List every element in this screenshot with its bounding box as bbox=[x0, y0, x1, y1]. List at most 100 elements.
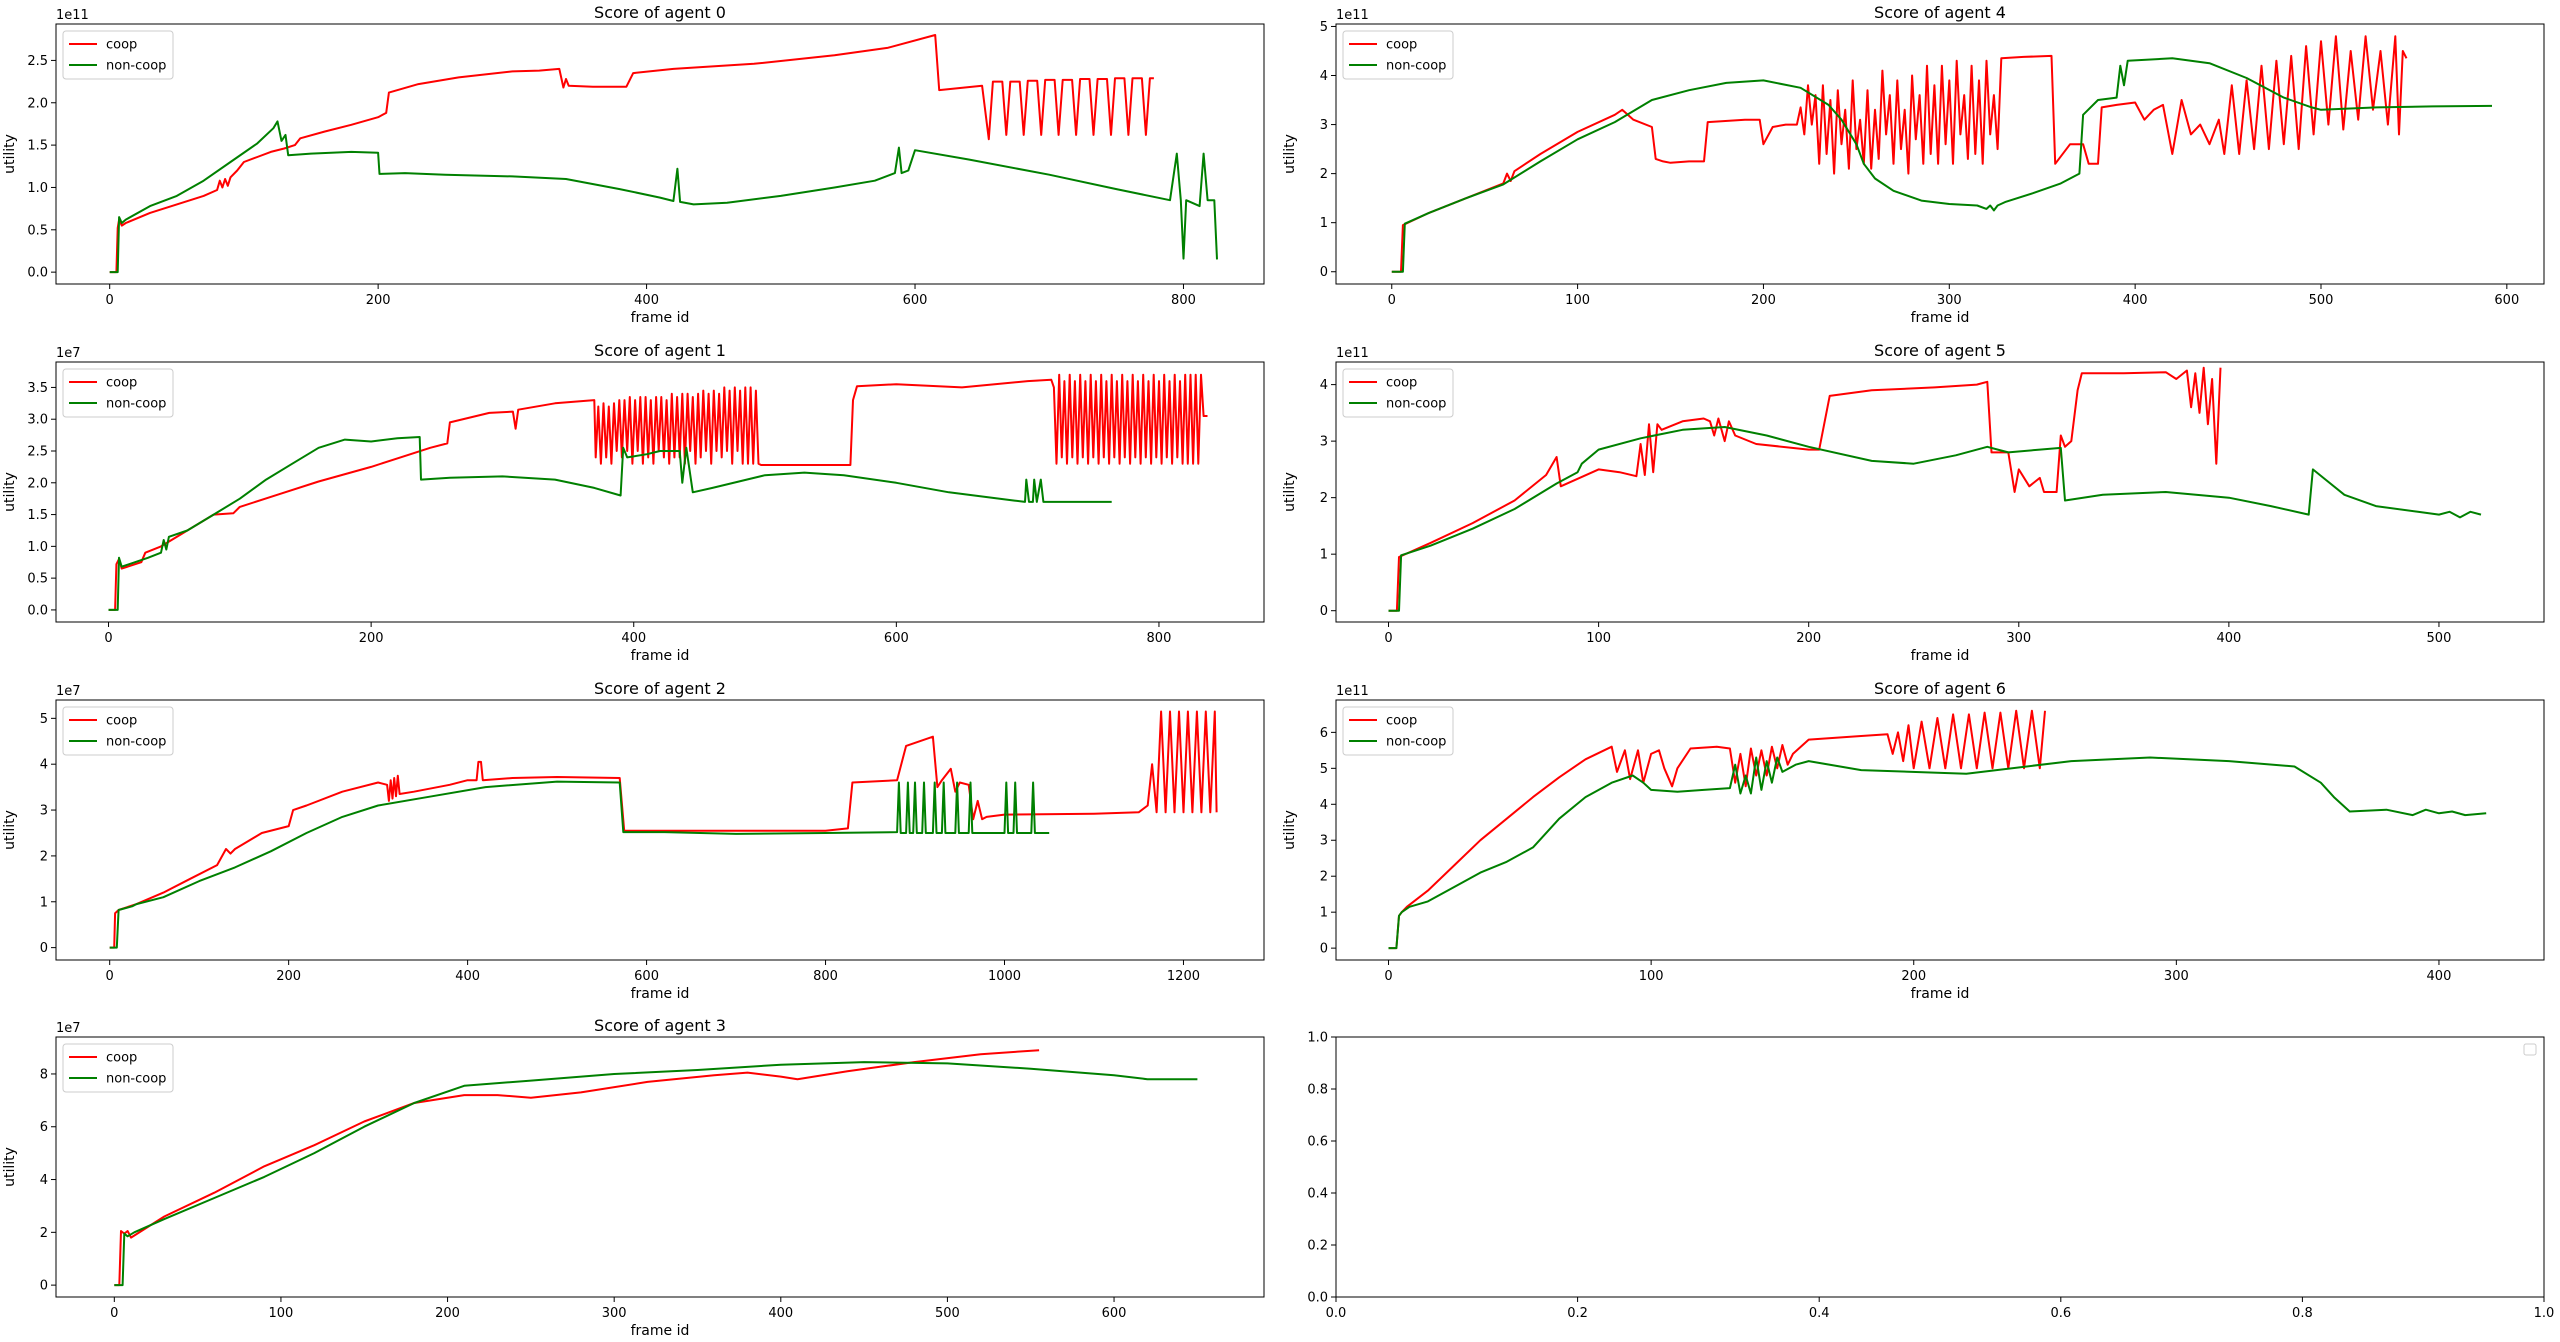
x-tick-label: 600 bbox=[884, 631, 909, 646]
series-line-non-coop bbox=[1388, 426, 2482, 612]
x-tick-label: 200 bbox=[276, 969, 301, 984]
y-tick-label: 8 bbox=[40, 1067, 48, 1082]
y-axis-label: utility bbox=[2, 472, 18, 512]
axes-frame bbox=[55, 361, 1265, 623]
y-tick-label: 1 bbox=[1320, 216, 1328, 231]
x-axis-label: frame id bbox=[1911, 986, 1970, 1002]
x-tick-label: 300 bbox=[2006, 631, 2031, 646]
y-tick-label: 2 bbox=[1320, 491, 1328, 506]
x-tick-label: 0.4 bbox=[1809, 1306, 1830, 1321]
axes-frame bbox=[1335, 699, 2545, 961]
y-axis-label: utility bbox=[2, 810, 18, 850]
x-axis-label: frame id bbox=[631, 648, 690, 664]
x-tick-label: 1.0 bbox=[2534, 1306, 2555, 1321]
x-tick-label: 200 bbox=[366, 293, 391, 308]
x-tick-label: 600 bbox=[2494, 293, 2519, 308]
series-line-non-coop bbox=[109, 780, 1050, 949]
y-tick-label: 4 bbox=[40, 758, 48, 773]
series-line-coop bbox=[108, 373, 1208, 611]
y-axis-label: utility bbox=[2, 1147, 18, 1187]
x-tick-label: 100 bbox=[1586, 631, 1611, 646]
panel-0: 0 200 400 600 800 0.0 0.5 1.0 1.5 2.0 2.5 1e11 Score… bbox=[2, 3, 1265, 326]
y-tick-label: 2 bbox=[40, 849, 48, 864]
x-tick-label: 100 bbox=[1565, 293, 1590, 308]
x-tick-label: 0.0 bbox=[1326, 1306, 1347, 1321]
x-tick-label: 600 bbox=[903, 293, 928, 308]
panel-7: 0.0 0.2 0.4 0.6 0.8 1.0 0.0 0.2 0.4 0.6 0.8 1.0 bbox=[1307, 1031, 2554, 1322]
x-tick-label: 0 bbox=[1388, 293, 1396, 308]
x-tick-label: 400 bbox=[455, 969, 480, 984]
y-tick-label: 2 bbox=[1320, 167, 1328, 182]
y-tick-label: 4 bbox=[1320, 798, 1328, 813]
x-tick-label: 300 bbox=[602, 1306, 627, 1321]
axis-scale-exponent: 1e11 bbox=[1336, 346, 1369, 361]
x-tick-label: 200 bbox=[359, 631, 384, 646]
x-tick-label: 400 bbox=[2123, 293, 2148, 308]
panel-title: Score of agent 0 bbox=[594, 3, 726, 22]
x-tick-label: 0.2 bbox=[1567, 1306, 1588, 1321]
x-tick-label: 200 bbox=[1751, 293, 1776, 308]
legend-label: coop bbox=[106, 38, 137, 53]
legend-label: non-coop bbox=[1386, 59, 1446, 74]
y-tick-label: 5 bbox=[1320, 762, 1328, 777]
y-axis-label: utility bbox=[1282, 810, 1298, 850]
legend-label: non-coop bbox=[106, 1072, 166, 1087]
x-tick-label: 0 bbox=[106, 969, 114, 984]
x-tick-label: 0.6 bbox=[2050, 1306, 2071, 1321]
series-line-non-coop bbox=[1388, 756, 2487, 950]
y-tick-label: 0.0 bbox=[27, 266, 48, 281]
y-tick-label: 3 bbox=[40, 804, 48, 819]
y-tick-label: 2.0 bbox=[27, 96, 48, 111]
series-line-coop bbox=[1391, 35, 2408, 273]
x-tick-label: 200 bbox=[1796, 631, 1821, 646]
panel-title: Score of agent 1 bbox=[594, 341, 726, 360]
axis-scale-exponent: 1e7 bbox=[56, 1021, 81, 1036]
y-tick-label: 0 bbox=[40, 941, 48, 956]
x-tick-label: 800 bbox=[1147, 631, 1172, 646]
legend-label: coop bbox=[1386, 38, 1417, 53]
x-tick-label: 200 bbox=[1901, 969, 1926, 984]
legend: coop non-coop bbox=[62, 368, 174, 418]
x-axis-label: frame id bbox=[631, 1323, 690, 1339]
x-tick-label: 400 bbox=[621, 631, 646, 646]
x-axis-label: frame id bbox=[631, 310, 690, 326]
panel-title: Score of agent 3 bbox=[594, 1016, 726, 1035]
axis-scale-exponent: 1e11 bbox=[1336, 684, 1369, 699]
axis-scale-exponent: 1e7 bbox=[56, 684, 81, 699]
y-tick-label: 0.4 bbox=[1307, 1187, 1328, 1202]
y-tick-label: 0 bbox=[1320, 265, 1328, 280]
legend: coop non-coop bbox=[1342, 706, 1454, 756]
x-tick-label: 1200 bbox=[1167, 969, 1200, 984]
x-tick-label: 500 bbox=[2427, 631, 2452, 646]
series-line-non-coop bbox=[114, 1061, 1198, 1287]
y-tick-label: 5 bbox=[40, 712, 48, 727]
x-tick-label: 0 bbox=[1384, 969, 1392, 984]
x-tick-label: 300 bbox=[2164, 969, 2189, 984]
y-tick-label: 3 bbox=[1320, 435, 1328, 450]
y-tick-label: 2 bbox=[40, 1226, 48, 1241]
y-axis-label: utility bbox=[2, 134, 18, 174]
x-axis-label: frame id bbox=[1911, 648, 1970, 664]
series-line-non-coop bbox=[1391, 57, 2493, 273]
series-line-non-coop bbox=[108, 436, 1112, 611]
y-tick-label: 0.0 bbox=[27, 603, 48, 618]
x-tick-label: 100 bbox=[269, 1306, 294, 1321]
legend-label: coop bbox=[106, 376, 137, 391]
legend-label: coop bbox=[106, 1051, 137, 1066]
y-tick-label: 5 bbox=[1320, 20, 1328, 35]
panel-3: 0 100 200 300 400 500 0 1 2 3 4 1e11 Score of agent … bbox=[1282, 341, 2545, 664]
panel-title: Score of agent 2 bbox=[594, 679, 726, 698]
panel-1: 0 100 200 300 400 500 600 0 1 2 3 4 5 1e11 Score of ag… bbox=[1282, 3, 2545, 326]
panel-title: Score of agent 5 bbox=[1874, 341, 2006, 360]
y-tick-label: 0.5 bbox=[27, 223, 48, 238]
y-tick-label: 3.0 bbox=[27, 413, 48, 428]
x-tick-label: 1000 bbox=[988, 969, 1021, 984]
y-tick-label: 0.8 bbox=[1307, 1083, 1328, 1098]
empty-legend-box bbox=[2523, 1043, 2537, 1056]
axis-scale-exponent: 1e7 bbox=[56, 346, 81, 361]
legend: coop non-coop bbox=[62, 706, 174, 756]
axes-frame bbox=[1335, 361, 2545, 623]
y-axis-label: utility bbox=[1282, 134, 1298, 174]
axes-frame bbox=[1335, 1036, 2545, 1298]
